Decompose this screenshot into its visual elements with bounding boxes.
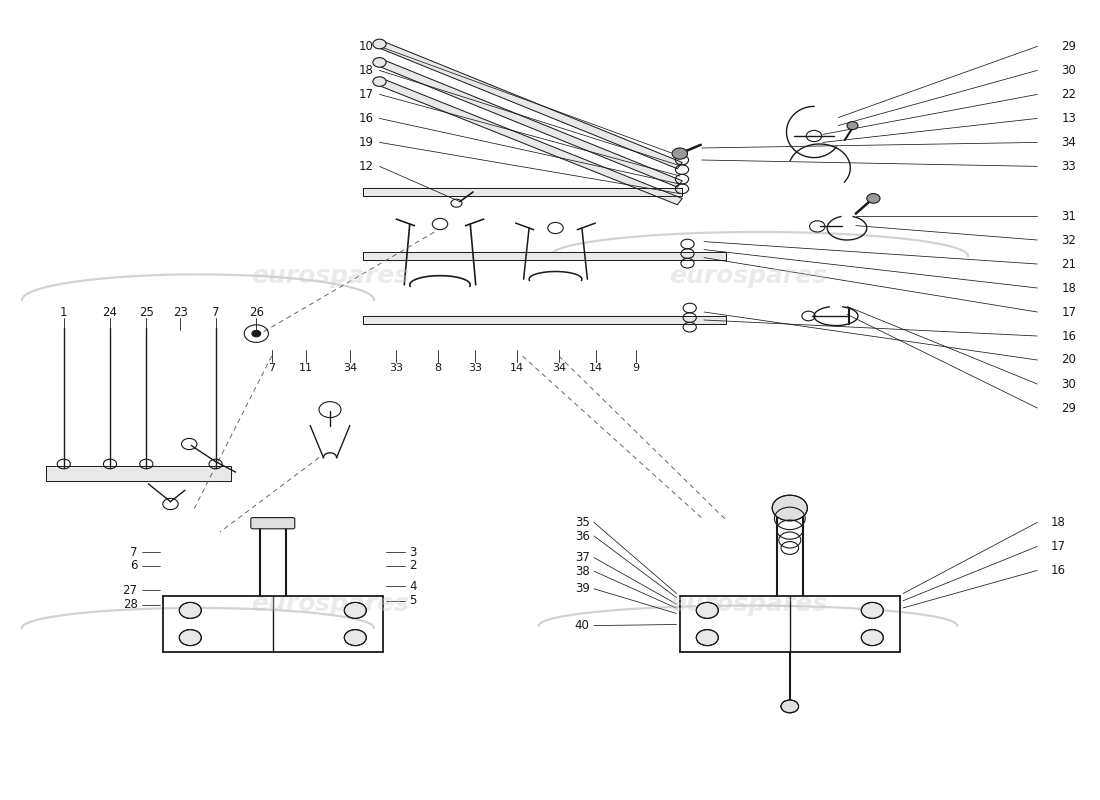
- Text: 34: 34: [552, 363, 565, 373]
- Text: 22: 22: [1062, 88, 1077, 101]
- Text: 40: 40: [574, 619, 590, 632]
- Text: 29: 29: [1062, 40, 1077, 53]
- Text: 17: 17: [1062, 306, 1077, 318]
- Circle shape: [847, 122, 858, 130]
- Text: 4: 4: [409, 580, 417, 593]
- Text: 20: 20: [1062, 354, 1077, 366]
- Text: 25: 25: [139, 306, 154, 318]
- Text: 16: 16: [1050, 564, 1066, 577]
- Text: 18: 18: [1050, 516, 1066, 529]
- Circle shape: [696, 630, 718, 646]
- Circle shape: [252, 330, 261, 337]
- Circle shape: [772, 495, 807, 521]
- Text: 28: 28: [122, 598, 138, 611]
- Circle shape: [867, 194, 880, 203]
- Circle shape: [861, 630, 883, 646]
- Text: 16: 16: [359, 112, 374, 125]
- Circle shape: [179, 602, 201, 618]
- Text: 33: 33: [469, 363, 482, 373]
- Text: 8: 8: [434, 363, 441, 373]
- Text: 26: 26: [249, 306, 264, 318]
- Text: 32: 32: [1062, 234, 1077, 246]
- Text: 34: 34: [343, 363, 356, 373]
- Polygon shape: [363, 317, 726, 323]
- Text: 3: 3: [409, 546, 417, 558]
- Text: eurospares: eurospares: [251, 592, 409, 616]
- Text: 17: 17: [359, 88, 374, 101]
- Text: 1: 1: [60, 306, 67, 318]
- Text: eurospares: eurospares: [669, 264, 827, 288]
- Text: 30: 30: [1062, 64, 1076, 77]
- Text: 38: 38: [575, 565, 590, 578]
- Circle shape: [373, 39, 386, 49]
- Text: 17: 17: [1050, 540, 1066, 553]
- Text: 36: 36: [574, 530, 590, 542]
- Polygon shape: [363, 189, 682, 195]
- Text: 33: 33: [389, 363, 403, 373]
- Text: 37: 37: [574, 551, 590, 564]
- Text: 31: 31: [1062, 210, 1077, 222]
- Polygon shape: [363, 253, 726, 259]
- Text: 2: 2: [409, 559, 417, 572]
- Text: 19: 19: [359, 136, 374, 149]
- Circle shape: [344, 602, 366, 618]
- Text: 23: 23: [173, 306, 188, 318]
- Text: 11: 11: [299, 363, 312, 373]
- Circle shape: [861, 602, 883, 618]
- Text: 16: 16: [1062, 330, 1077, 342]
- Text: 27: 27: [122, 584, 138, 597]
- Circle shape: [672, 148, 688, 159]
- Text: 18: 18: [1062, 282, 1077, 294]
- Text: 7: 7: [212, 306, 219, 318]
- Text: 13: 13: [1062, 112, 1077, 125]
- Text: eurospares: eurospares: [669, 592, 827, 616]
- Circle shape: [696, 602, 718, 618]
- Text: 29: 29: [1062, 402, 1077, 414]
- Text: 35: 35: [575, 516, 590, 529]
- Text: 14: 14: [590, 363, 603, 373]
- Circle shape: [373, 77, 386, 86]
- Text: 14: 14: [510, 363, 524, 373]
- Text: 7: 7: [130, 546, 138, 558]
- Text: 33: 33: [1062, 160, 1076, 173]
- Polygon shape: [377, 78, 682, 205]
- Text: 7: 7: [268, 363, 275, 373]
- Text: 9: 9: [632, 363, 639, 373]
- Circle shape: [179, 630, 201, 646]
- FancyBboxPatch shape: [251, 518, 295, 529]
- Text: 24: 24: [102, 306, 118, 318]
- Text: 34: 34: [1062, 136, 1077, 149]
- Circle shape: [373, 58, 386, 67]
- Text: 6: 6: [130, 559, 138, 572]
- Text: 12: 12: [359, 160, 374, 173]
- Text: eurospares: eurospares: [251, 264, 409, 288]
- Polygon shape: [377, 41, 682, 169]
- Text: 30: 30: [1062, 378, 1076, 390]
- Polygon shape: [46, 466, 231, 481]
- Polygon shape: [377, 59, 682, 187]
- Text: 39: 39: [574, 582, 590, 595]
- Text: 10: 10: [359, 40, 374, 53]
- Text: 18: 18: [359, 64, 374, 77]
- Circle shape: [344, 630, 366, 646]
- Text: 21: 21: [1062, 258, 1077, 270]
- Circle shape: [781, 700, 799, 713]
- Text: 5: 5: [409, 594, 417, 607]
